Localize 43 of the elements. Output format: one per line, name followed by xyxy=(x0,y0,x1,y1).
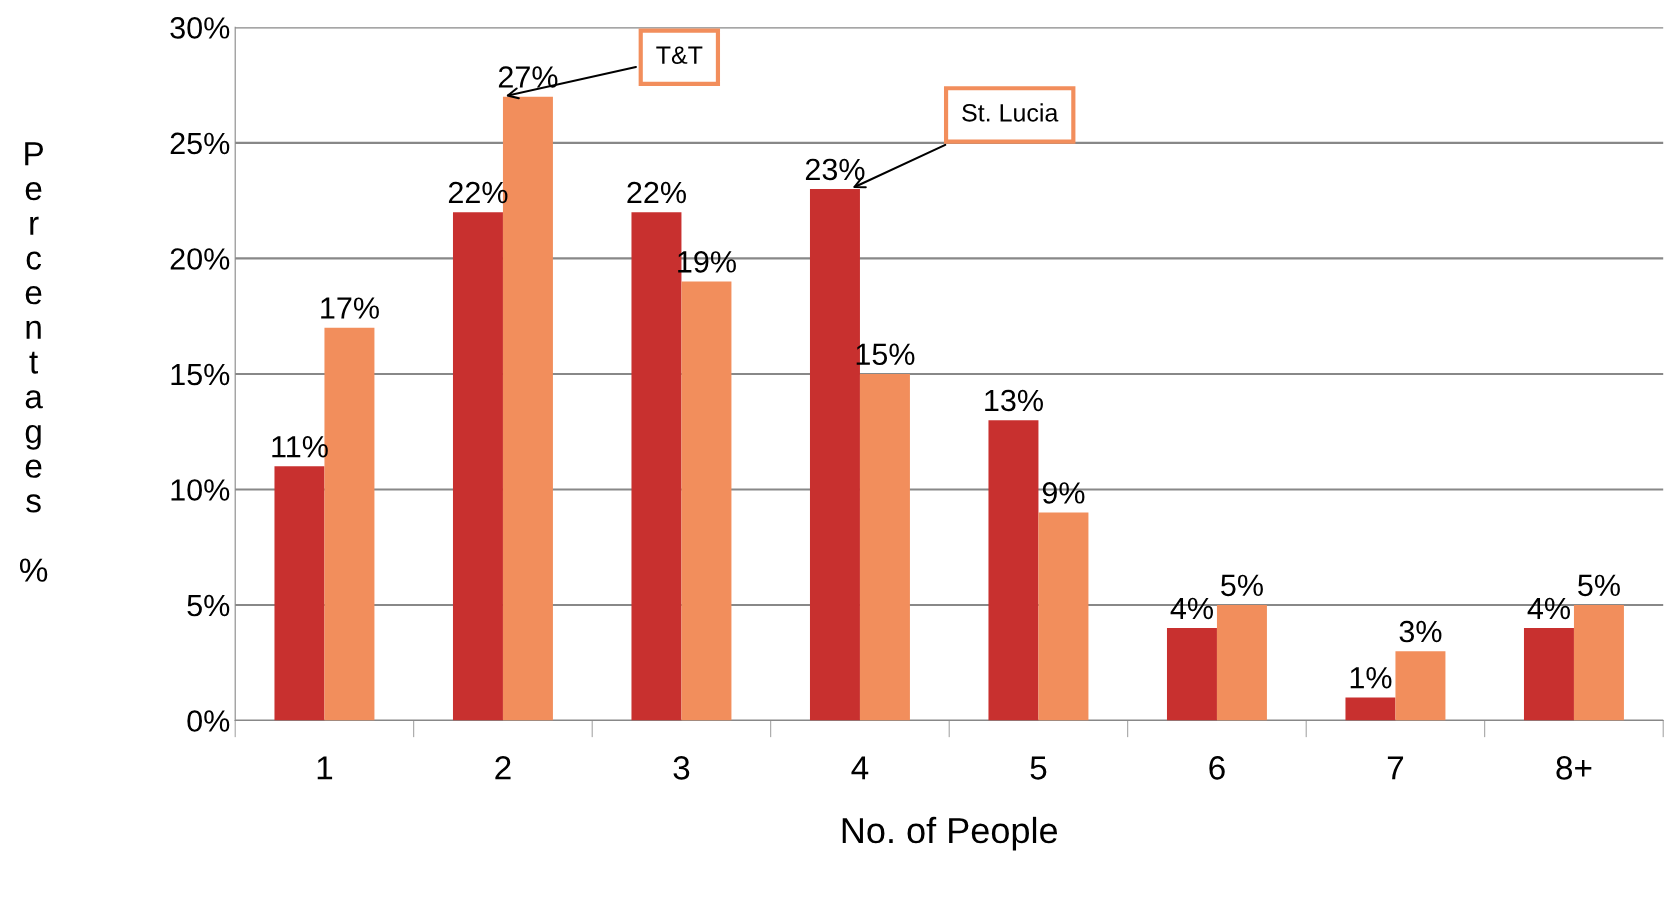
data-label: 23% xyxy=(805,158,865,181)
y-tick-label: 25% xyxy=(170,132,230,155)
bar xyxy=(681,281,732,721)
annotation: T&T xyxy=(656,46,703,64)
bar xyxy=(1523,628,1574,721)
x-tick-label: 8+ xyxy=(1556,756,1592,780)
bar xyxy=(1395,651,1446,721)
data-label: 5% xyxy=(1221,574,1263,597)
data-label: 5% xyxy=(1578,574,1620,597)
y-tick-label: 0% xyxy=(187,710,230,732)
data-label: 4% xyxy=(1170,597,1213,620)
bar xyxy=(1038,512,1089,721)
x-tick-label: 4 xyxy=(851,756,869,780)
data-label: 9% xyxy=(1042,482,1085,504)
bar xyxy=(1345,697,1396,721)
data-label: 1% xyxy=(1350,667,1392,689)
bar xyxy=(452,212,503,721)
y-tick-label: 20% xyxy=(170,248,230,270)
bar xyxy=(988,420,1039,721)
data-label: 4% xyxy=(1527,597,1570,620)
data-label: 17% xyxy=(321,297,379,319)
y-tick-label: 10% xyxy=(171,479,230,501)
x-tick-label: 1 xyxy=(317,756,333,780)
data-label: 13% xyxy=(985,389,1043,412)
data-label: 22% xyxy=(627,181,686,204)
bar xyxy=(1166,628,1217,721)
x-tick-label: 3 xyxy=(673,756,690,780)
x-tick-label: 6 xyxy=(1209,756,1225,780)
y-tick-label: 15% xyxy=(171,363,230,386)
x-tick-label: 7 xyxy=(1387,756,1404,780)
bar xyxy=(1216,604,1267,721)
bar xyxy=(274,466,325,721)
y-tick-label: 30% xyxy=(170,17,230,39)
data-label: 27% xyxy=(498,66,558,88)
x-tick-label: 2 xyxy=(495,756,511,780)
x-tick-label: 5 xyxy=(1030,756,1047,780)
annotation: St. Lucia xyxy=(962,103,1059,122)
bar xyxy=(1573,604,1624,721)
data-label: 3% xyxy=(1399,620,1442,643)
bar xyxy=(859,373,910,721)
y-tick-label: 5% xyxy=(187,594,230,617)
x-axis-title: No. of People xyxy=(842,816,1058,851)
text: Percentages % xyxy=(19,142,48,582)
